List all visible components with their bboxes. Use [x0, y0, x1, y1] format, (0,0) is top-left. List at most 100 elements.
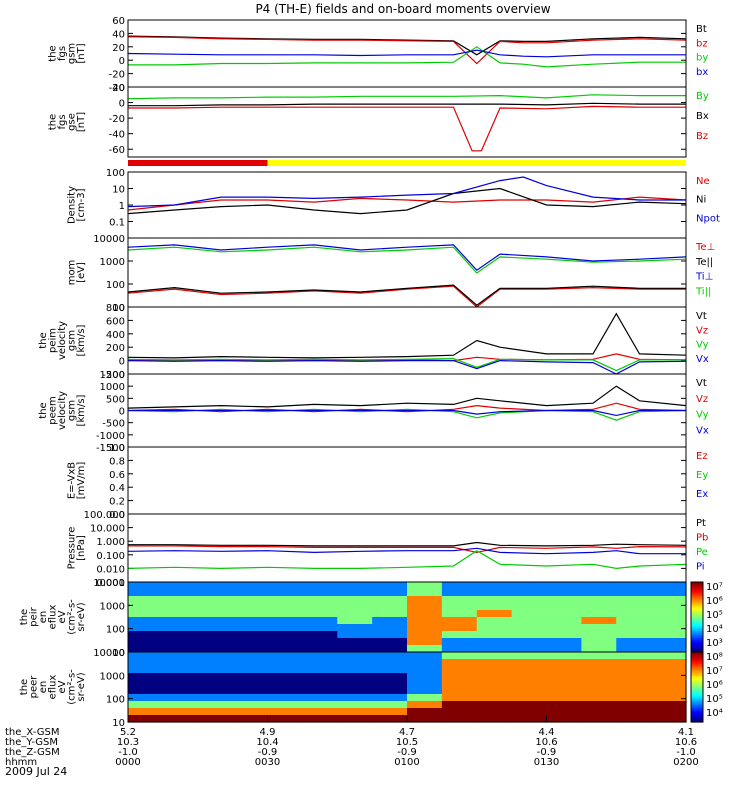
heatmap-cell: [197, 659, 234, 667]
heatmap-cell: [302, 589, 338, 597]
colorbar-tick-label: 10⁴: [706, 624, 723, 635]
heatmap-cell: [476, 659, 513, 667]
y-axis-label-line: the: [19, 679, 30, 695]
colorbar-band: [691, 704, 703, 707]
colorbar-band: [691, 687, 703, 690]
heatmap-cell: [372, 673, 408, 681]
heatmap-cell: [337, 652, 373, 660]
heatmap-cell: [651, 631, 687, 639]
colorbar-band: [691, 603, 703, 606]
colorbar-band: [691, 706, 703, 709]
colorbar-band: [691, 708, 703, 711]
time-axis-value: 4.9: [260, 727, 276, 738]
heatmap-cell: [407, 589, 443, 597]
time-axis-value: -1.0: [118, 747, 138, 758]
heatmap-cell: [232, 631, 269, 639]
heatmap-cell: [651, 652, 687, 660]
colorbar-band: [691, 692, 703, 695]
heatmap-cell: [616, 596, 652, 604]
y-tick-label: 1000: [100, 671, 125, 682]
legend-label: Ne: [696, 176, 710, 187]
colorbar-band: [691, 643, 703, 646]
panel-1: 60 40 20 0 -20 -40 thefgsgsm[nT] Bt bz by bx: [48, 16, 709, 94]
heatmap-cell: [616, 617, 652, 625]
legend-label: Ni: [696, 195, 706, 206]
heatmap-cell: [267, 687, 303, 695]
series-line-Bx: [128, 102, 686, 107]
heatmap-cell: [128, 610, 164, 618]
heatmap-cell: [651, 673, 687, 681]
heatmap-cell: [372, 666, 408, 674]
y-axis-label-line: [cm-3]: [76, 188, 87, 221]
heatmap-cell: [232, 666, 269, 674]
heatmap-cell: [197, 666, 234, 674]
heatmap-cell: [511, 617, 548, 625]
heatmap-cell: [337, 582, 373, 590]
time-axis-value: 0130: [534, 757, 559, 768]
colorbar-band: [691, 585, 703, 588]
heatmap-cell: [581, 715, 617, 723]
heatmap-cell: [441, 715, 478, 723]
heatmap-cell: [232, 582, 269, 590]
heatmap-cell: [337, 680, 373, 688]
heatmap-cell: [511, 610, 548, 618]
heatmap-cell: [267, 624, 303, 632]
heatmap-cell: [128, 701, 164, 709]
heatmap-cell: [546, 701, 582, 709]
heatmap-cell: [441, 645, 478, 653]
heatmap-cell: [616, 694, 652, 702]
heatmap-cell: [407, 694, 443, 702]
heatmap-cell: [197, 673, 234, 681]
heatmap-cell: [197, 680, 234, 688]
panel-y-axis-label: thepeemvelocitygsm[km/s]: [38, 391, 87, 430]
heatmap-cell: [407, 638, 443, 646]
colorbar-band: [691, 627, 703, 630]
heatmap-cell: [162, 673, 199, 681]
y-tick-label: -1500: [96, 443, 125, 454]
colorbar-tick-label: 10⁶: [706, 680, 723, 691]
colorbar-band: [691, 669, 703, 672]
heatmap-cell: [546, 645, 582, 653]
heatmap-cell: [476, 673, 513, 681]
heatmap-cell: [267, 589, 303, 597]
series-line-Ni: [127, 187, 687, 215]
heatmap-cell: [197, 589, 234, 597]
heatmap-cell: [511, 659, 548, 667]
y-axis-label-line: Pressure: [67, 527, 78, 570]
panel-4: 10000 1000 100 10 mom[eV] Te⊥ Te|| Ti⊥ Ti||: [67, 234, 716, 314]
colorbar-band: [691, 587, 703, 590]
heatmap-cell: [651, 638, 687, 646]
heatmap-cell: [162, 652, 199, 660]
colorbar-tick-label: 10⁴: [706, 708, 723, 719]
colorbar-tick-label: 10³: [706, 638, 723, 649]
colorbar-band: [691, 715, 703, 718]
legend-label: Vz: [696, 325, 708, 336]
y-tick-label: 0: [119, 407, 125, 418]
heatmap-cell: [616, 680, 652, 688]
heatmap-cell: [337, 708, 373, 716]
heatmap-cell: [616, 659, 652, 667]
heatmap-cell: [581, 701, 617, 709]
colorbar-band: [691, 662, 703, 665]
legend-label: Vz: [696, 394, 708, 405]
y-tick-label: 10000: [93, 234, 125, 245]
heatmap-cell: [581, 708, 617, 716]
heatmap-cell: [407, 610, 443, 618]
y-tick-label: 1500: [100, 370, 125, 381]
heatmap-cell: [581, 617, 617, 625]
heatmap-cell: [302, 673, 338, 681]
heatmap-cell: [128, 638, 164, 646]
heatmap-cell: [651, 694, 687, 702]
heatmap-cell: [581, 652, 617, 660]
y-axis-label-line: the: [48, 45, 59, 61]
heatmap-cell: [511, 701, 548, 709]
legend-label: By: [696, 91, 709, 102]
legend-label: Pb: [696, 533, 708, 544]
legend-label: Ex: [696, 489, 708, 500]
heatmap-cell: [197, 638, 234, 646]
time-axis-value: 10.6: [675, 737, 697, 748]
colorbar-band: [691, 720, 703, 723]
heatmap-cell: [128, 666, 164, 674]
heatmap-cell: [476, 624, 513, 632]
heatmap-cell: [651, 610, 687, 618]
